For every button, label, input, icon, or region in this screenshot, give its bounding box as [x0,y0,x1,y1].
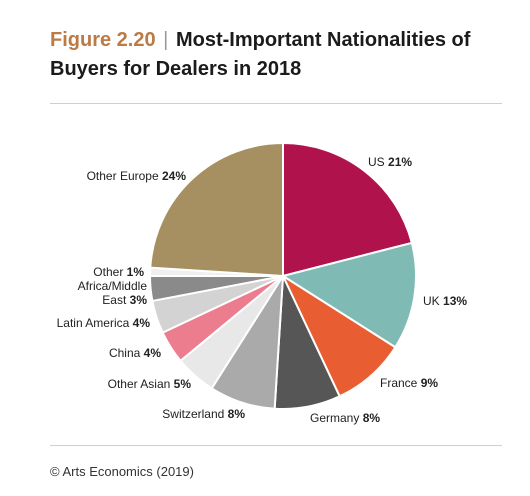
pie-slice-uk [282,241,417,349]
slice-label-africa-middle-east: Africa/Middle East 3% [78,279,148,307]
top-divider [50,103,502,104]
pie-slice-us [282,142,413,277]
copyright-credit: © Arts Economics (2019) [50,464,194,479]
slice-label-china: China 4% [109,346,161,360]
slice-label-other-asian: Other Asian 5% [108,377,192,391]
chart-title: Most-Important Nationalities of Buyers f… [50,29,471,80]
figure-title: Figure 2.20 | Most-Important Nationaliti… [50,26,490,84]
slice-label-france: France 9% [380,376,438,390]
slice-label-latin-america: Latin America 4% [57,316,151,330]
slice-label-other: Other 1% [93,265,144,279]
slice-label-other-europe: Other Europe 24% [87,169,187,183]
pie-slice-other-europe [149,142,284,277]
slice-label-switzerland: Switzerland 8% [162,407,245,421]
slice-label-us: US 21% [368,155,412,169]
slice-label-uk: UK 13% [423,294,467,308]
bottom-divider [50,445,502,446]
title-separator: | [163,29,169,51]
slice-label-germany: Germany 8% [310,411,380,425]
figure-label: Figure 2.20 [50,29,156,51]
